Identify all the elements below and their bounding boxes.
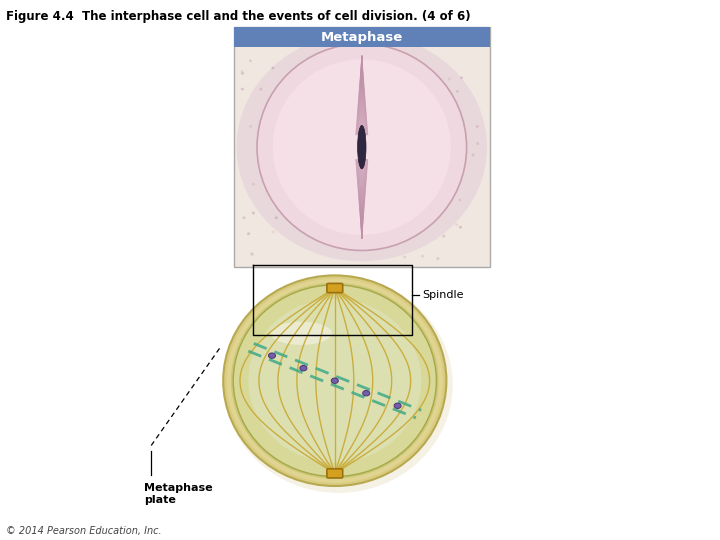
- Ellipse shape: [240, 70, 243, 73]
- Ellipse shape: [459, 226, 462, 228]
- Ellipse shape: [271, 231, 275, 233]
- Ellipse shape: [456, 90, 459, 93]
- Ellipse shape: [249, 59, 252, 62]
- Ellipse shape: [448, 78, 451, 80]
- Ellipse shape: [224, 277, 453, 493]
- Ellipse shape: [275, 217, 278, 219]
- Ellipse shape: [237, 33, 487, 261]
- Ellipse shape: [455, 224, 458, 226]
- Bar: [234, 27, 490, 48]
- Text: Metaphase: Metaphase: [320, 31, 403, 44]
- Ellipse shape: [359, 144, 365, 151]
- Ellipse shape: [433, 40, 436, 43]
- Ellipse shape: [300, 366, 307, 371]
- Ellipse shape: [252, 212, 255, 214]
- Bar: [234, 27, 490, 267]
- Ellipse shape: [249, 125, 252, 128]
- Ellipse shape: [247, 232, 250, 235]
- Ellipse shape: [359, 131, 365, 138]
- Ellipse shape: [460, 76, 463, 79]
- Text: Spindle: Spindle: [423, 291, 464, 300]
- Ellipse shape: [252, 183, 255, 186]
- Ellipse shape: [394, 403, 401, 408]
- Text: Metaphase
plate: Metaphase plate: [144, 483, 212, 505]
- Text: Figure 4.4  The interphase cell and the events of cell division. (4 of 6): Figure 4.4 The interphase cell and the e…: [6, 10, 470, 23]
- Ellipse shape: [459, 199, 462, 201]
- Ellipse shape: [251, 253, 254, 256]
- Ellipse shape: [248, 299, 421, 462]
- FancyBboxPatch shape: [327, 284, 343, 293]
- Text: © 2014 Pearson Education, Inc.: © 2014 Pearson Education, Inc.: [6, 525, 161, 536]
- FancyBboxPatch shape: [327, 469, 343, 478]
- Ellipse shape: [359, 138, 365, 144]
- Ellipse shape: [257, 44, 467, 251]
- Ellipse shape: [392, 37, 395, 40]
- Ellipse shape: [373, 32, 377, 35]
- Ellipse shape: [472, 153, 474, 157]
- Ellipse shape: [271, 66, 274, 70]
- Ellipse shape: [223, 275, 446, 486]
- Ellipse shape: [358, 125, 366, 169]
- Ellipse shape: [363, 390, 370, 396]
- Ellipse shape: [359, 150, 365, 157]
- Ellipse shape: [259, 87, 262, 91]
- Ellipse shape: [403, 255, 406, 259]
- Ellipse shape: [421, 255, 424, 258]
- Ellipse shape: [476, 125, 479, 128]
- Ellipse shape: [476, 142, 480, 145]
- Ellipse shape: [273, 59, 451, 235]
- Ellipse shape: [241, 72, 244, 75]
- Ellipse shape: [359, 156, 365, 163]
- Ellipse shape: [331, 378, 338, 383]
- Ellipse shape: [227, 279, 443, 483]
- Ellipse shape: [243, 217, 246, 219]
- Ellipse shape: [436, 257, 439, 260]
- Ellipse shape: [241, 87, 244, 91]
- Ellipse shape: [233, 285, 436, 476]
- Ellipse shape: [390, 33, 393, 36]
- Ellipse shape: [251, 252, 253, 255]
- Ellipse shape: [271, 322, 332, 345]
- Ellipse shape: [269, 353, 276, 359]
- Ellipse shape: [442, 235, 446, 238]
- Ellipse shape: [263, 38, 266, 41]
- Ellipse shape: [231, 283, 438, 478]
